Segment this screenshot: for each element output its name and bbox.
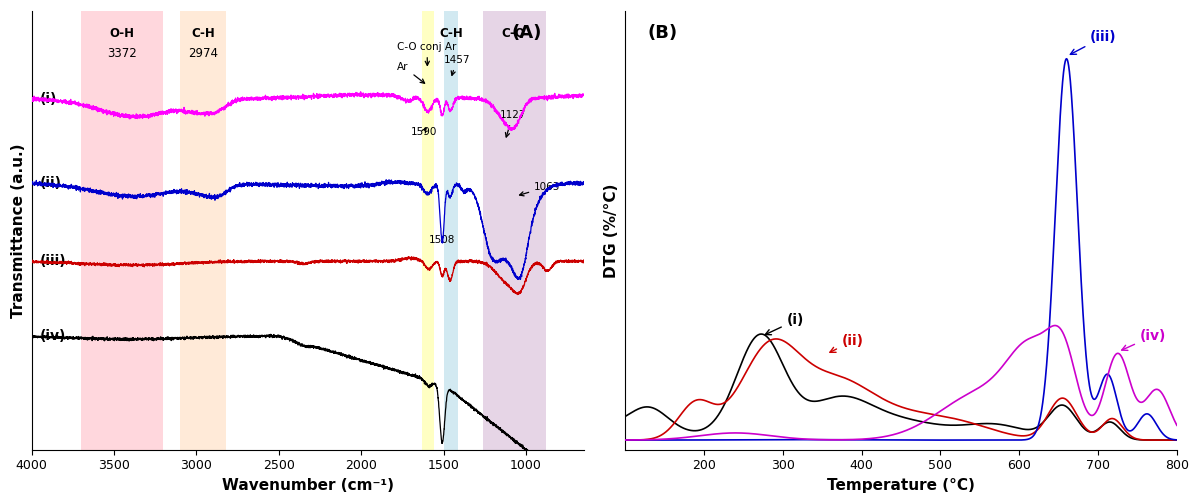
Bar — [82, 11, 163, 450]
Text: (ii): (ii) — [40, 176, 62, 191]
Bar — [444, 11, 458, 450]
Bar — [484, 11, 546, 450]
Y-axis label: DTG (%/°C): DTG (%/°C) — [605, 183, 619, 278]
Y-axis label: Transmittance (a.u.): Transmittance (a.u.) — [11, 143, 26, 318]
Text: 2974: 2974 — [188, 47, 218, 60]
Text: C-O conj Ar: C-O conj Ar — [397, 42, 457, 66]
Text: 1063: 1063 — [520, 182, 560, 196]
Text: (iv): (iv) — [1122, 329, 1166, 350]
Text: (iii): (iii) — [1070, 30, 1117, 54]
Text: (ii): (ii) — [830, 334, 864, 352]
Text: 1508: 1508 — [430, 235, 456, 245]
Bar — [422, 11, 433, 450]
Text: C-H: C-H — [191, 27, 215, 40]
Text: (iii): (iii) — [40, 254, 66, 268]
Text: C-O: C-O — [502, 27, 526, 40]
Text: (iv): (iv) — [40, 329, 66, 343]
Text: (i): (i) — [40, 92, 58, 106]
Text: (A): (A) — [512, 24, 542, 42]
Text: (B): (B) — [647, 24, 677, 42]
Text: Ar: Ar — [397, 61, 425, 83]
X-axis label: Wavenumber (cm⁻¹): Wavenumber (cm⁻¹) — [222, 478, 394, 493]
Text: 3372: 3372 — [108, 47, 137, 60]
Text: (i): (i) — [766, 313, 804, 335]
Text: 1127: 1127 — [499, 110, 526, 137]
Text: 1590: 1590 — [410, 127, 437, 137]
X-axis label: Temperature (°C): Temperature (°C) — [827, 478, 974, 493]
Text: 1457: 1457 — [444, 55, 470, 75]
Text: O-H: O-H — [109, 27, 134, 40]
Bar — [180, 11, 226, 450]
Text: C-H: C-H — [439, 27, 463, 40]
